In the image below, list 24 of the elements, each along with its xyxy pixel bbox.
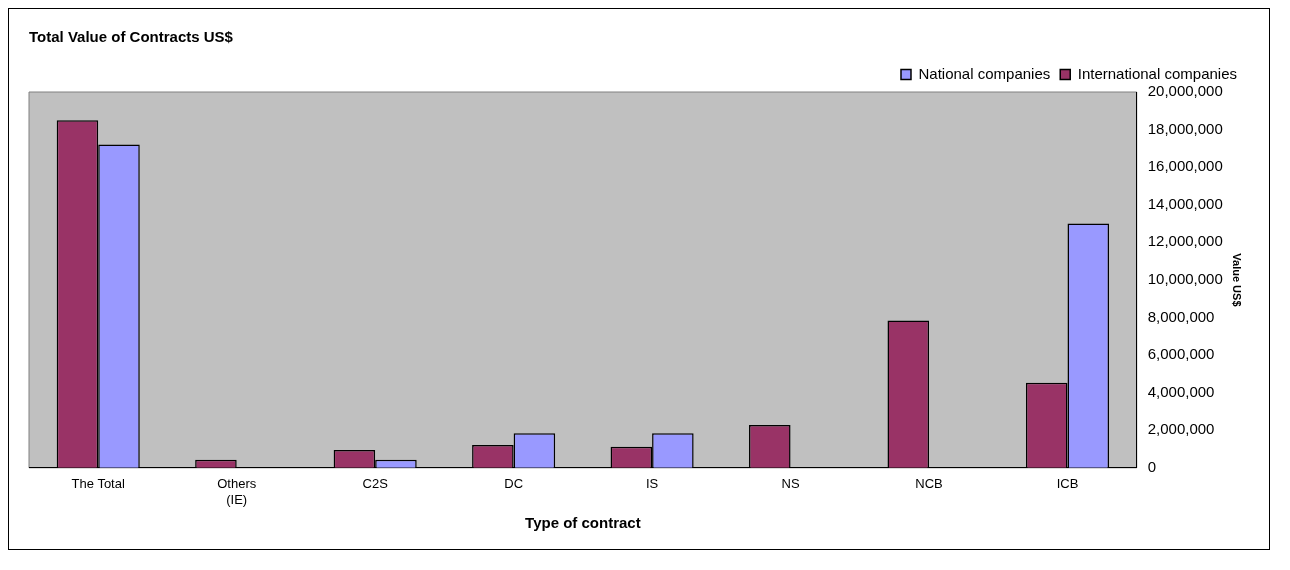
legend-label: International companies [1077, 64, 1237, 82]
y-tick-label: 20,000,000 [1147, 82, 1223, 100]
chart-title: Total Value of Contracts US$ [29, 28, 234, 46]
y-tick-label: 0 [1147, 457, 1157, 475]
y-tick-label: 18,000,000 [1147, 119, 1223, 137]
legend-label: National companies [918, 64, 1051, 82]
y-tick-label: 4,000,000 [1147, 382, 1215, 400]
x-tick-label: C2S [362, 476, 389, 492]
x-tick-label: NCB [915, 476, 943, 492]
x-tick-label: The Total [71, 476, 125, 492]
y-tick-label: 14,000,000 [1147, 194, 1223, 212]
y-tick-label: 12,000,000 [1147, 232, 1223, 250]
x-tick-label: ICB [1056, 476, 1079, 492]
y-tick-label: 10,000,000 [1147, 270, 1223, 288]
y-tick-label: 6,000,000 [1147, 345, 1215, 363]
x-tick-label: Others (IE) [217, 476, 257, 507]
y-tick-label: 8,000,000 [1147, 307, 1215, 325]
y-axis-title: Value US$ [1231, 253, 1244, 307]
x-tick-label: DC [504, 476, 524, 492]
x-axis-title: Type of contract [525, 514, 641, 532]
y-tick-label: 2,000,000 [1147, 420, 1215, 438]
x-tick-label: IS [645, 476, 659, 492]
y-tick-label: 16,000,000 [1147, 157, 1223, 175]
x-tick-label: NS [781, 476, 800, 492]
